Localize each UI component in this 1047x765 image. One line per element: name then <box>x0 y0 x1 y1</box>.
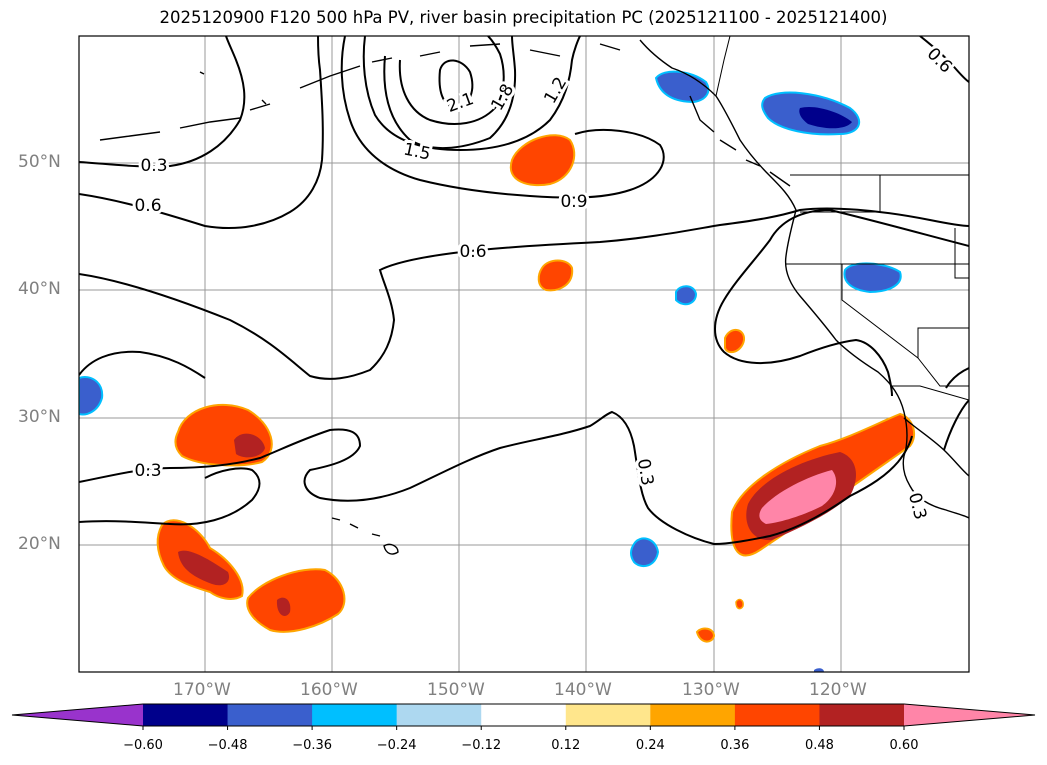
precip-neg-offshore <box>675 285 698 306</box>
pv-contour-0.6-ne <box>919 36 969 83</box>
pv-contour-0.6-north <box>79 36 324 229</box>
pv-label: 0.6 <box>923 44 956 77</box>
precip-blob-tiny-2 <box>735 598 744 610</box>
precip-neg-south <box>630 537 660 568</box>
pv-contour-0.6-east <box>714 208 969 397</box>
precip-blob-mid <box>537 259 574 292</box>
alaska-coast-fragments <box>99 43 791 187</box>
pv-label: 0.6 <box>134 196 161 216</box>
precip-negative-areas <box>79 70 902 672</box>
border-alaska-canada <box>715 36 731 97</box>
precip-positive-areas <box>156 134 916 643</box>
coastlines <box>99 39 969 555</box>
colorbar-tick-label: 0.24 <box>635 738 665 753</box>
colorbar-segment <box>650 704 736 726</box>
precip-neg-tiny <box>814 668 824 672</box>
state-line-ca-az <box>917 357 969 387</box>
small-isles <box>199 71 267 105</box>
lat-label: 50°N <box>18 152 61 172</box>
pv-contour-1.5 <box>383 36 517 149</box>
precip-neg-alaska-panhandle <box>654 70 710 104</box>
colorbar-tick-label: −0.12 <box>461 738 502 753</box>
precip-blob-tiny-1 <box>695 627 716 643</box>
pv-label: 0.9 <box>560 192 587 212</box>
map-frame <box>78 35 970 673</box>
precip-core-west-south <box>178 550 230 586</box>
precip-blob-gulf-alaska <box>509 134 576 187</box>
precip-core-south <box>276 597 291 616</box>
colorbar-tick-label: −0.60 <box>123 738 163 753</box>
colorbar-tick-label: 0.48 <box>804 738 834 753</box>
precip-blob-south <box>246 568 346 633</box>
pv-label: 1.5 <box>402 139 433 164</box>
us-mexico-border <box>892 385 969 401</box>
precip-neg-sierra <box>843 262 902 294</box>
colorbar <box>11 703 1036 730</box>
pv-label: 0.3 <box>140 156 167 176</box>
north-america-coast <box>639 39 969 519</box>
baja-gulf-coast <box>903 417 969 477</box>
colorbar-tick-label: −0.36 <box>292 738 333 753</box>
colorbar-segment <box>396 704 482 726</box>
colorbar-extend-min <box>12 704 143 726</box>
pv-contour-1.8 <box>398 36 505 125</box>
pv-contour-1.2 <box>362 36 581 152</box>
pv-contours <box>79 36 969 546</box>
pv-label: 0.3 <box>904 491 930 522</box>
lon-label: 130°W <box>682 680 740 700</box>
hawaii-islands <box>331 517 399 555</box>
pv-contour-0.3-south <box>79 467 261 526</box>
map-title: 2025120900 F120 500 hPa PV, river basin … <box>159 8 888 27</box>
colorbar-segment <box>143 704 229 726</box>
colorbar-segment <box>819 704 905 726</box>
colorbar-segment <box>312 704 398 726</box>
precip-core-west-north <box>234 433 265 458</box>
lon-label: 160°W <box>300 680 358 700</box>
precip-neg-west-edge <box>79 376 104 416</box>
colorbar-tick-label: −0.48 <box>207 738 248 753</box>
pv-contour-0.3-east <box>943 367 969 451</box>
lon-label: 120°W <box>809 680 867 700</box>
colorbar-segment <box>227 704 313 726</box>
precip-peak-subtropical-jet <box>759 470 837 524</box>
state-line-west <box>800 175 881 213</box>
colorbar-segment <box>565 704 651 726</box>
pv-label: 0.6 <box>459 242 486 262</box>
precip-neg-canada-core <box>799 106 852 129</box>
pv-contour-0.9 <box>340 36 665 199</box>
pv-contour-0.6-mid <box>79 207 969 380</box>
pv-label: 0.3 <box>633 457 657 487</box>
pv-contour-0.3-sw <box>79 350 206 379</box>
pv-contour-2.1 <box>438 59 474 110</box>
pv-contour-0.3-north <box>79 36 246 168</box>
state-line-ut <box>954 228 969 279</box>
lat-label: 40°N <box>18 279 61 299</box>
lat-label: 20°N <box>18 534 61 554</box>
colorbar-tick-label: 0.60 <box>889 738 919 753</box>
lat-label: 30°N <box>18 407 61 427</box>
colorbar-segment <box>481 704 567 726</box>
pv-label: 0.3 <box>134 461 161 481</box>
lon-label: 170°W <box>173 680 231 700</box>
pv-label: 1.2 <box>540 74 571 107</box>
colorbar-segment <box>734 704 820 726</box>
colorbar-tick-label: −0.24 <box>376 738 417 753</box>
colorbar-tick-label: 0.36 <box>720 738 750 753</box>
colorbar-extend-max <box>904 704 1035 726</box>
lon-label: 140°W <box>554 680 612 700</box>
precip-blob-west-north <box>174 403 273 467</box>
colorbar-tick-label: 0.12 <box>551 738 581 753</box>
lon-label: 150°W <box>427 680 485 700</box>
precip-blob-small <box>724 329 745 354</box>
pv-contour-0.3-west <box>79 410 913 546</box>
